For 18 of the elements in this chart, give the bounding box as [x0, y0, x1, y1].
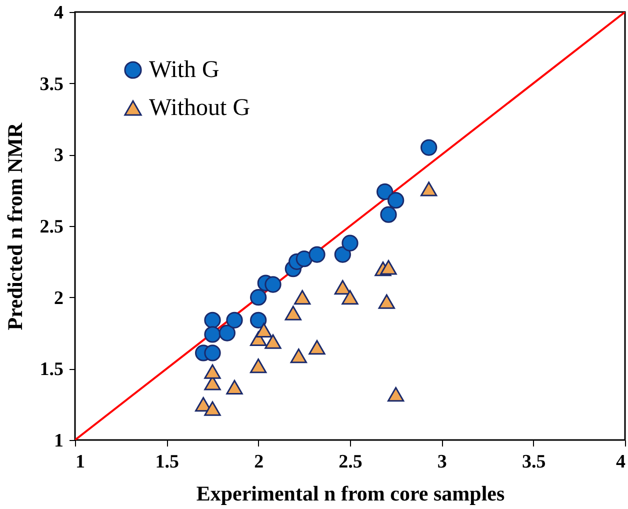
- y-tick-label: 3: [54, 145, 64, 166]
- y-tick-label: 4: [54, 2, 64, 24]
- y-tick-label: 1: [54, 430, 64, 452]
- x-tick-label: 1.5: [155, 452, 180, 472]
- legend-label: With G: [149, 57, 220, 83]
- x-axis-title: Experimental n from core samples: [196, 482, 505, 506]
- x-tick-label: 3.5: [522, 452, 546, 472]
- x-tick-label: 1: [76, 452, 85, 472]
- x-tick-label: 2.5: [338, 452, 362, 472]
- x-tick-label: 4: [616, 452, 626, 472]
- y-tick-label: 2.5: [40, 216, 64, 238]
- x-tick-label: 3: [437, 452, 447, 472]
- y-tick-label: 2: [54, 288, 64, 309]
- y-axis-title: Predicted n from NMR: [2, 122, 27, 330]
- y-tick-label: 1.5: [40, 359, 64, 380]
- y-tick-label: 3.5: [40, 74, 64, 95]
- x-tick-label: 2: [254, 452, 264, 472]
- legend-label: Without G: [149, 95, 250, 121]
